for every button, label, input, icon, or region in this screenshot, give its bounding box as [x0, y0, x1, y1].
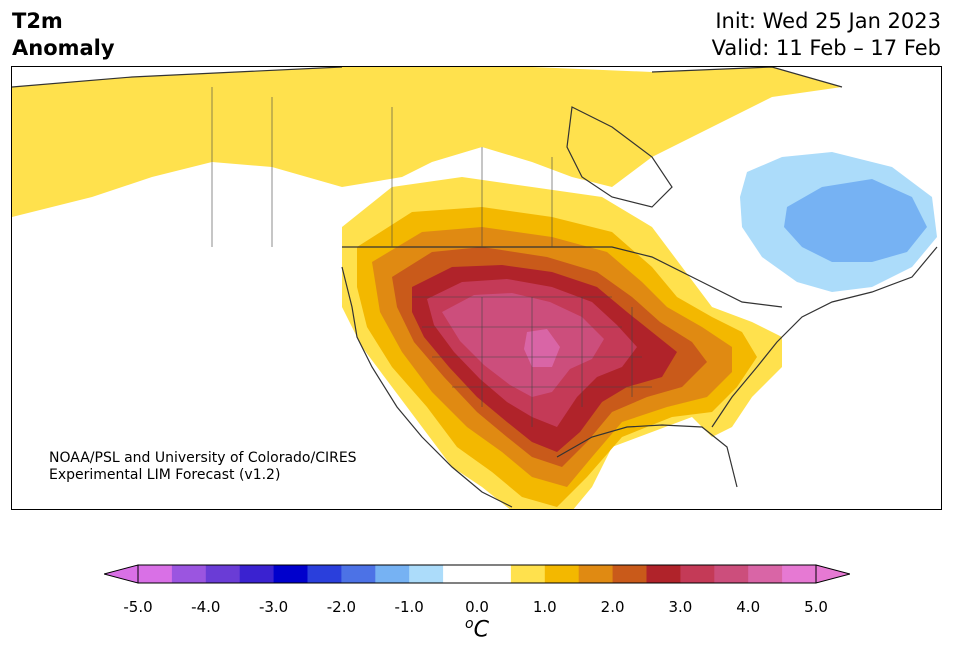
- anomaly-region-north-yellow: [12, 67, 842, 217]
- credit-line-1: NOAA/PSL and University of Colorado/CIRE…: [49, 450, 357, 466]
- colorbar-tick-label: -4.0: [191, 598, 221, 616]
- colorbar-outline: [137, 564, 817, 584]
- colorbar-segment: [782, 565, 817, 583]
- coastline-west: [341, 266, 513, 508]
- state-borders: [412, 296, 652, 427]
- colorbar-over-arrow: [815, 564, 850, 584]
- colorbar-tick-label: 4.0: [736, 598, 761, 616]
- colorbar-tick-label: -5.0: [123, 598, 153, 616]
- init-date: Init: Wed 25 Jan 2023: [715, 9, 941, 33]
- colorbar-tick-label: 3.0: [668, 598, 693, 616]
- valid-range: Valid: 11 Feb – 17 Feb: [711, 36, 941, 60]
- coastline-hudson: [566, 106, 673, 208]
- colorbar-segment: [239, 565, 275, 583]
- anomaly-map: [11, 66, 942, 510]
- anomaly-region-rose: [442, 293, 604, 397]
- colorbar-segment: [578, 565, 614, 583]
- province-borders: [211, 87, 553, 247]
- colorbar-segment: [443, 565, 478, 583]
- colorbar-segment: [680, 565, 715, 583]
- colorbar-segment: [748, 565, 783, 583]
- colorbar-tick-label: 2.0: [600, 598, 625, 616]
- coastline-arctic: [12, 67, 843, 88]
- title-variable: T2m: [12, 9, 63, 33]
- unit-degree: o: [465, 616, 474, 632]
- credit-text: NOAA/PSL and University of Colorado/CIRE…: [49, 450, 357, 484]
- title-subtitle: Anomaly: [12, 36, 115, 60]
- colorbar-under-arrow: [104, 564, 139, 584]
- colorbar-segment: [205, 565, 241, 583]
- colorbar-segment: [612, 565, 647, 583]
- colorbar-segment: [375, 565, 410, 583]
- colorbar-segment: [273, 565, 308, 583]
- colorbar-segment: [510, 565, 546, 583]
- colorbar-segment: [477, 565, 512, 583]
- coastline-east: [711, 246, 938, 428]
- colorbar-segment: [544, 565, 580, 583]
- colorbar-segment: [409, 565, 444, 583]
- border-us-canada: [342, 246, 783, 308]
- anomaly-region-pink: [524, 329, 560, 367]
- map-canvas: [12, 67, 938, 509]
- colorbar-segments: [138, 565, 817, 583]
- coastline-gulf: [556, 424, 738, 488]
- colorbar-tick-label: 5.0: [804, 598, 828, 616]
- colorbar-segment: [341, 565, 376, 583]
- unit-letter: C: [473, 617, 489, 643]
- colorbar: [104, 564, 850, 584]
- colorbar-segment: [138, 565, 173, 583]
- anomaly-region-blue: [784, 179, 927, 262]
- colorbar-tick-label: 1.0: [532, 598, 557, 616]
- credit-line-2: Experimental LIM Forecast (v1.2): [49, 467, 281, 483]
- colorbar-tick-label: -3.0: [258, 598, 289, 616]
- colorbar-tick-label: 0.0: [465, 598, 489, 616]
- colorbar-segment: [646, 565, 681, 583]
- colorbar-segment: [171, 565, 207, 583]
- colorbar-unit: oC: [465, 616, 489, 642]
- forecast-dates: Init: Wed 25 Jan 2023 Valid: 11 Feb – 17…: [712, 8, 941, 62]
- colorbar-segment: [714, 565, 749, 583]
- colorbar-tick-label: -1.0: [394, 598, 424, 616]
- map-title: T2m Anomaly: [12, 8, 115, 62]
- colorbar-segment: [307, 565, 342, 583]
- colorbar-tick-label: -2.0: [326, 598, 357, 616]
